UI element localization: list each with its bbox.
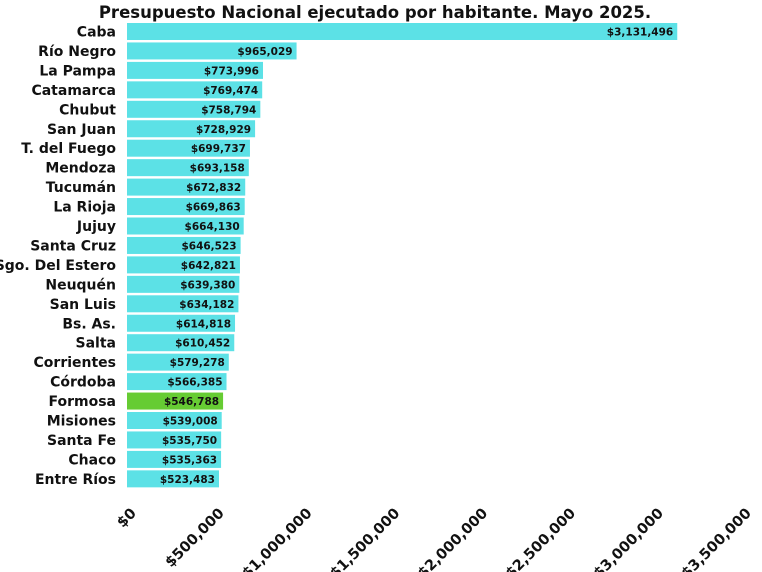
bar-5 xyxy=(127,120,256,138)
bar-3 xyxy=(127,81,263,99)
value-label: $535,750 xyxy=(162,435,217,447)
bar-0 xyxy=(127,23,678,40)
x-tick-label: $3,500,000 xyxy=(679,506,755,572)
category-label: Chaco xyxy=(68,452,116,468)
value-label: $610,452 xyxy=(175,338,230,350)
category-label: Sgo. Del Estero xyxy=(0,258,116,274)
category-label: Chubut xyxy=(59,102,116,118)
value-label: $3,131,496 xyxy=(607,27,673,39)
bar-8 xyxy=(127,178,246,196)
bar-12 xyxy=(127,256,240,274)
category-label: T. del Fuego xyxy=(21,141,116,157)
bar-1 xyxy=(127,42,297,60)
category-label: San Luis xyxy=(50,297,116,313)
category-label: Formosa xyxy=(48,394,116,410)
bars-group xyxy=(127,23,678,488)
value-label: $728,929 xyxy=(196,124,251,136)
value-label: $579,278 xyxy=(170,357,225,369)
value-label: $664,130 xyxy=(185,221,240,233)
category-label: San Juan xyxy=(47,122,116,138)
value-label: $523,483 xyxy=(160,474,215,486)
bar-17 xyxy=(127,353,229,371)
category-label: Bs. As. xyxy=(62,316,116,332)
value-label: $669,863 xyxy=(186,202,241,214)
x-tick-label: $2,500,000 xyxy=(503,506,579,572)
category-label: La Pampa xyxy=(39,63,116,79)
category-label: Misiones xyxy=(47,414,116,430)
value-label: $639,380 xyxy=(180,279,235,291)
value-label: $546,788 xyxy=(164,396,219,408)
bar-19 xyxy=(127,392,224,410)
value-label: $672,832 xyxy=(186,182,241,194)
chart-title: Presupuesto Nacional ejecutado por habit… xyxy=(99,3,651,22)
category-label: Salta xyxy=(76,336,116,352)
category-label: Mendoza xyxy=(45,161,116,177)
value-label: $773,996 xyxy=(204,65,259,77)
bar-2 xyxy=(127,61,264,79)
bar-13 xyxy=(127,275,240,293)
value-label: $646,523 xyxy=(181,240,236,252)
bar-7 xyxy=(127,159,249,177)
category-labels-group: Caba Río Negro La Pampa Catamarca Chubut San … xyxy=(0,25,116,488)
value-label: $614,818 xyxy=(176,318,231,330)
bar-23 xyxy=(127,470,219,488)
bar-15 xyxy=(127,314,236,332)
value-label: $693,158 xyxy=(190,163,245,175)
x-tick-label: $3,000,000 xyxy=(591,506,667,572)
x-tick-label: $0 xyxy=(114,506,140,532)
category-label: Catamarca xyxy=(31,83,116,99)
category-label: La Rioja xyxy=(53,200,116,216)
category-label: Jujuy xyxy=(76,219,116,235)
x-tick-label: $1,500,000 xyxy=(327,506,403,572)
x-tick-label: $1,000,000 xyxy=(239,506,315,572)
value-label: $758,794 xyxy=(201,104,256,116)
value-label: $965,029 xyxy=(237,46,292,58)
bar-11 xyxy=(127,236,241,254)
x-axis-ticks-group: $0 $500,000 $1,000,000 $1,500,000 $2,000,000… xyxy=(114,506,755,572)
category-label: Entre Ríos xyxy=(35,472,116,488)
category-label: Tucumán xyxy=(46,180,116,196)
category-label: Caba xyxy=(77,25,116,41)
value-label: $539,008 xyxy=(163,416,218,428)
value-label: $699,737 xyxy=(191,143,246,155)
category-label: Santa Fe xyxy=(47,433,116,449)
value-label: $769,474 xyxy=(203,85,258,97)
bar-16 xyxy=(127,334,235,352)
category-label: Corrientes xyxy=(34,355,116,371)
category-label: Río Negro xyxy=(38,44,116,60)
value-label: $535,363 xyxy=(162,454,217,466)
category-label: Córdoba xyxy=(50,375,116,391)
category-label: Santa Cruz xyxy=(30,238,116,254)
value-label: $566,385 xyxy=(167,377,222,389)
bar-22 xyxy=(127,450,222,468)
value-label: $642,821 xyxy=(181,260,236,272)
value-label: $634,182 xyxy=(179,299,234,311)
x-tick-label: $500,000 xyxy=(163,506,228,571)
bar-18 xyxy=(127,373,227,391)
x-tick-label: $2,000,000 xyxy=(415,506,491,572)
bar-21 xyxy=(127,431,222,449)
bar-6 xyxy=(127,139,250,157)
bar-4 xyxy=(127,100,261,118)
value-labels-group: $3,131,496 $965,029 $773,996 $769,474 $758,7… xyxy=(160,27,673,486)
bar-9 xyxy=(127,198,245,216)
bar-10 xyxy=(127,217,244,235)
bar-20 xyxy=(127,412,222,429)
bar-14 xyxy=(127,295,239,313)
category-label: Neuquén xyxy=(45,277,116,293)
